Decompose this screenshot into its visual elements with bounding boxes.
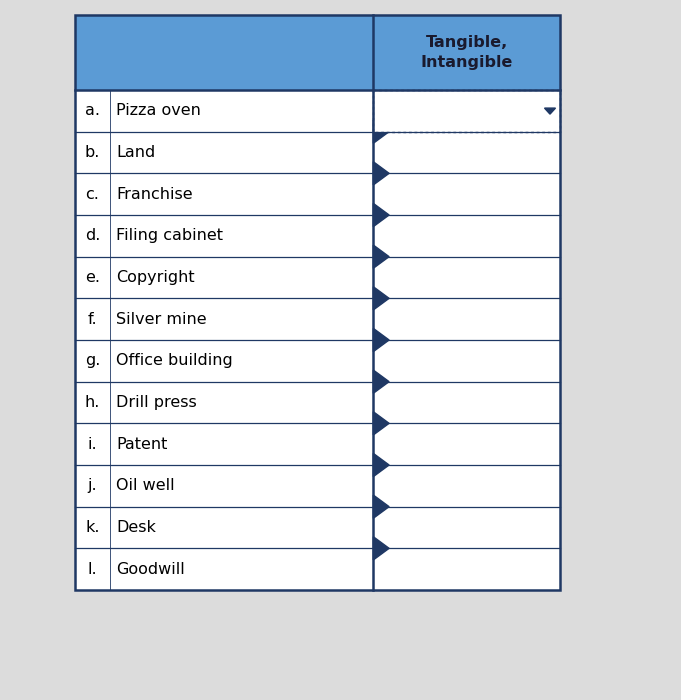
Bar bbox=[75, 465, 373, 507]
Bar bbox=[75, 548, 373, 590]
Bar bbox=[373, 382, 560, 423]
Polygon shape bbox=[373, 328, 389, 351]
Bar bbox=[373, 174, 560, 215]
Bar bbox=[373, 507, 560, 548]
Text: Copyright: Copyright bbox=[116, 270, 195, 285]
Text: d.: d. bbox=[84, 228, 100, 244]
Polygon shape bbox=[373, 162, 389, 185]
Text: Desk: Desk bbox=[116, 520, 156, 535]
Text: Tangible,
Intangible: Tangible, Intangible bbox=[420, 35, 513, 70]
Polygon shape bbox=[373, 287, 389, 310]
Bar bbox=[373, 90, 560, 132]
Bar bbox=[373, 132, 560, 174]
Text: Drill press: Drill press bbox=[116, 395, 197, 410]
Bar bbox=[75, 382, 373, 423]
Bar bbox=[373, 465, 560, 507]
Polygon shape bbox=[373, 370, 389, 393]
Bar bbox=[75, 340, 373, 382]
Bar bbox=[373, 298, 560, 340]
Bar bbox=[75, 215, 373, 257]
Bar bbox=[75, 298, 373, 340]
Text: h.: h. bbox=[84, 395, 100, 410]
Polygon shape bbox=[373, 203, 389, 227]
Bar bbox=[75, 90, 373, 132]
Text: Land: Land bbox=[116, 145, 155, 160]
Text: f.: f. bbox=[88, 312, 97, 327]
Text: Oil well: Oil well bbox=[116, 478, 174, 493]
Text: b.: b. bbox=[84, 145, 100, 160]
Bar bbox=[75, 15, 560, 90]
Text: Pizza oven: Pizza oven bbox=[116, 104, 201, 118]
Bar bbox=[373, 548, 560, 590]
Text: Franchise: Franchise bbox=[116, 187, 193, 202]
Text: Filing cabinet: Filing cabinet bbox=[116, 228, 223, 244]
Polygon shape bbox=[373, 412, 389, 435]
Polygon shape bbox=[373, 454, 389, 477]
Text: g.: g. bbox=[84, 354, 100, 368]
Bar bbox=[373, 257, 560, 298]
Polygon shape bbox=[373, 495, 389, 518]
Bar bbox=[373, 340, 560, 382]
Text: j.: j. bbox=[88, 478, 97, 493]
Bar bbox=[373, 424, 560, 465]
Bar bbox=[75, 507, 373, 548]
Bar bbox=[75, 257, 373, 298]
Text: Office building: Office building bbox=[116, 354, 233, 368]
Text: k.: k. bbox=[85, 520, 99, 535]
Text: c.: c. bbox=[86, 187, 99, 202]
Text: l.: l. bbox=[88, 561, 97, 577]
Text: Silver mine: Silver mine bbox=[116, 312, 206, 327]
Text: a.: a. bbox=[85, 104, 100, 118]
Bar bbox=[373, 215, 560, 257]
Bar bbox=[75, 174, 373, 215]
Polygon shape bbox=[545, 108, 556, 114]
Text: e.: e. bbox=[85, 270, 100, 285]
Polygon shape bbox=[373, 245, 389, 268]
Text: Patent: Patent bbox=[116, 437, 168, 452]
Bar bbox=[75, 424, 373, 465]
Text: Goodwill: Goodwill bbox=[116, 561, 185, 577]
Bar bbox=[75, 15, 560, 590]
Text: i.: i. bbox=[88, 437, 97, 452]
Bar bbox=[373, 90, 560, 132]
Bar bbox=[75, 132, 373, 174]
Polygon shape bbox=[373, 120, 389, 144]
Polygon shape bbox=[373, 537, 389, 560]
